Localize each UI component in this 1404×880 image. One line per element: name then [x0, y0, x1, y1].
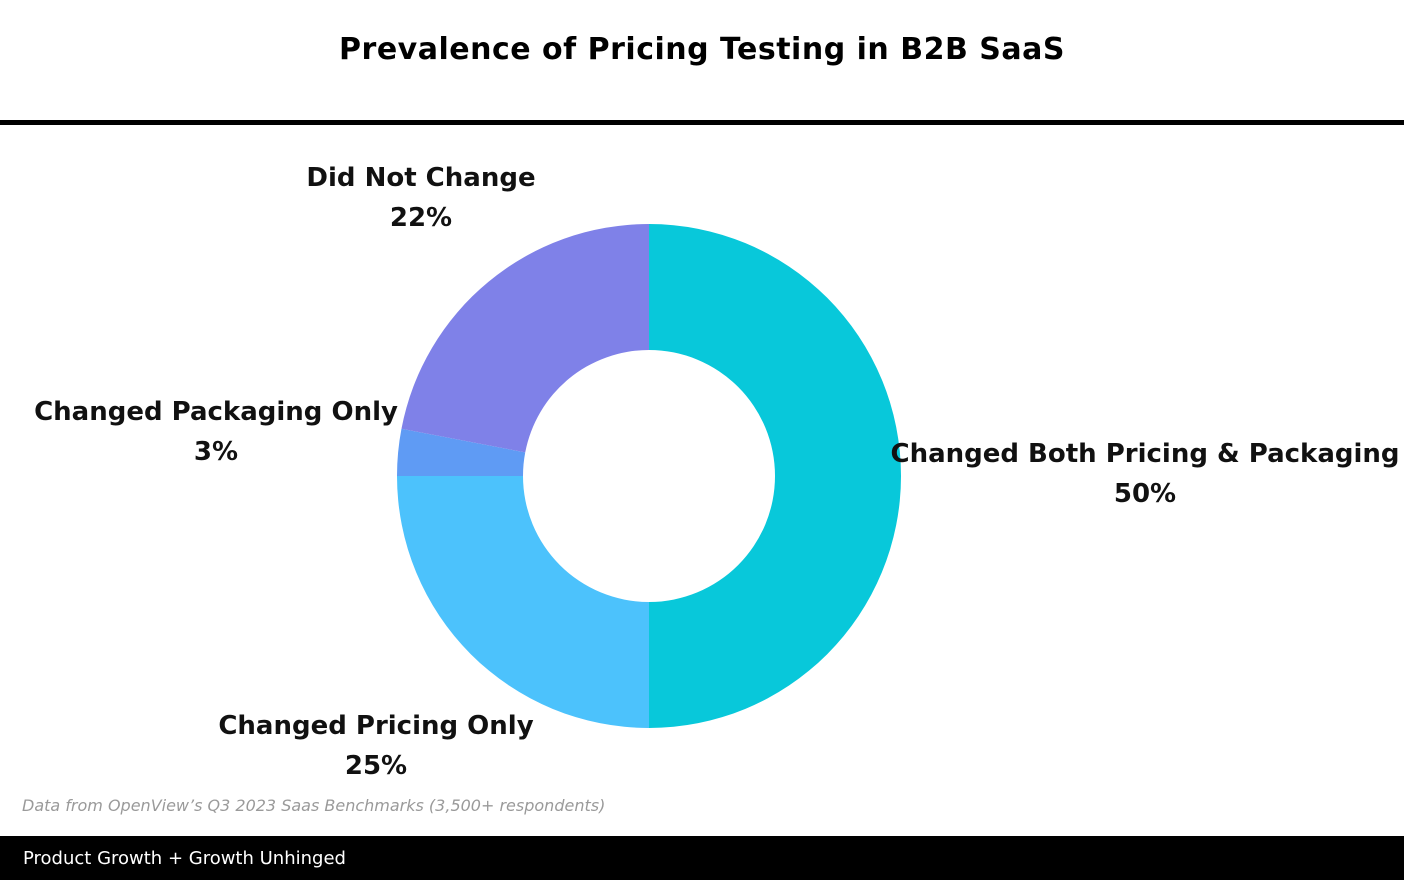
- slice-changed-pricing-only: [397, 476, 649, 728]
- slice-did-not-change: [401, 224, 649, 453]
- donut-chart: Changed Both Pricing & Packaging 50% Chang…: [34, 163, 1399, 781]
- slice-label-changed-pricing-only: Changed Pricing Only: [218, 711, 533, 741]
- slice-value-changed-packaging-only: 3%: [194, 437, 238, 467]
- slice-value-changed-pricing-only: 25%: [345, 751, 407, 781]
- slice-value-changed-both: 50%: [1114, 479, 1176, 509]
- slice-changed-packaging-only: [397, 428, 526, 476]
- slice-label-changed-packaging-only: Changed Packaging Only: [34, 397, 398, 427]
- slice-value-did-not-change: 22%: [390, 203, 452, 233]
- slice-changed-both: [649, 224, 901, 728]
- footer-text: Product Growth + Growth Unhinged: [23, 848, 346, 869]
- title-divider: [0, 120, 1404, 125]
- slice-label-changed-both: Changed Both Pricing & Packaging: [890, 439, 1399, 469]
- footer-bar: Product Growth + Growth Unhinged: [0, 836, 1404, 880]
- page-title: Prevalence of Pricing Testing in B2B Saa…: [339, 32, 1065, 67]
- source-note: Data from OpenView’s Q3 2023 Saas Benchm…: [22, 796, 606, 815]
- slice-label-did-not-change: Did Not Change: [306, 163, 535, 193]
